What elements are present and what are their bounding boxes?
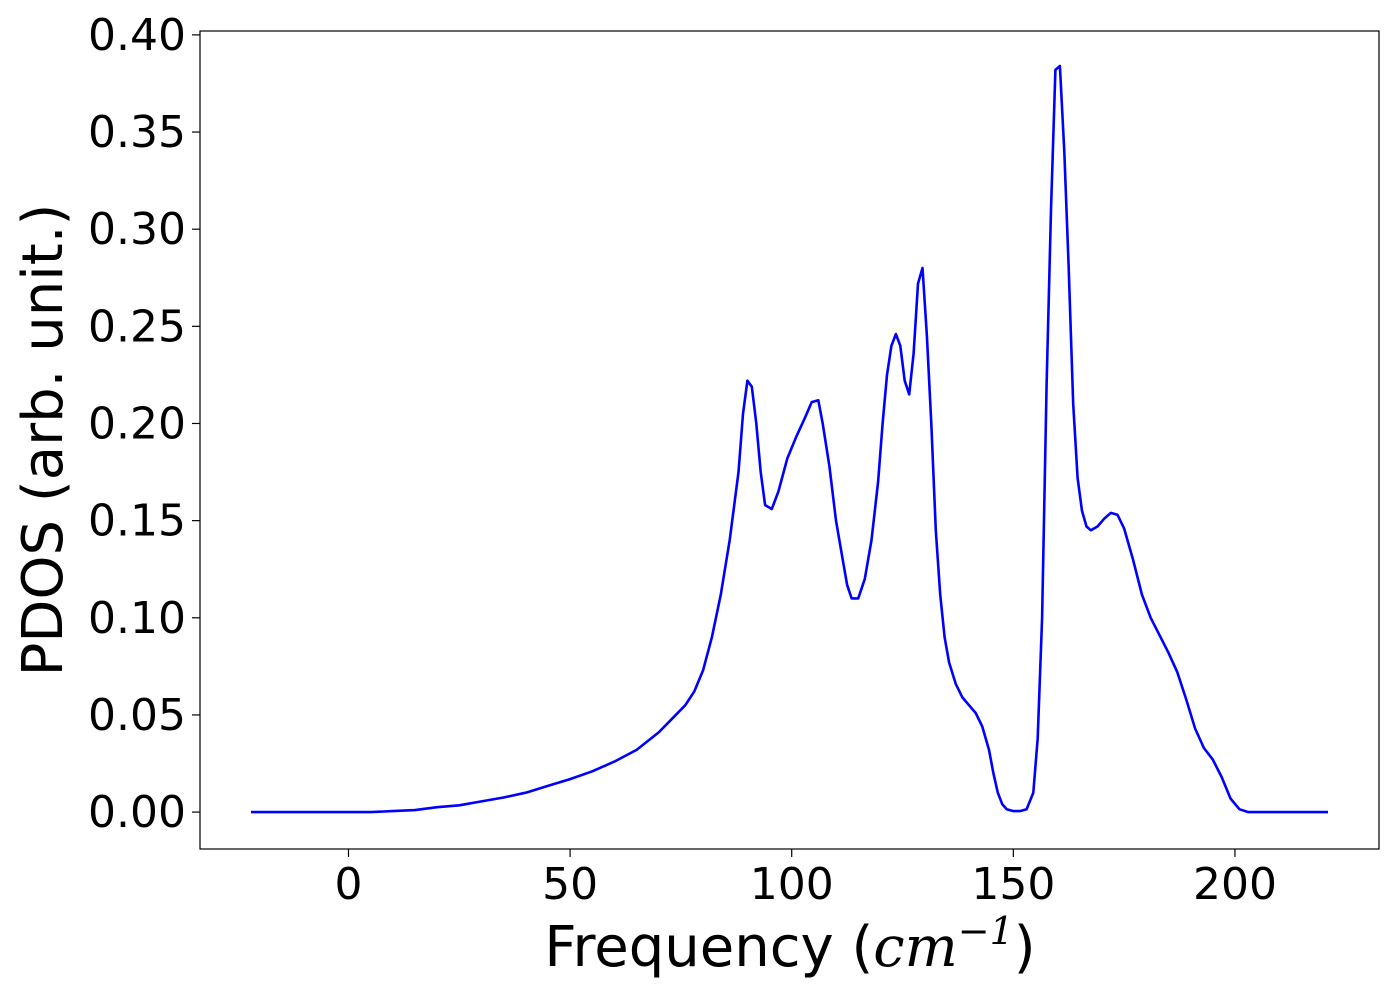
y-tick-label: 0.40 (88, 10, 186, 61)
x-tick-label: 200 (1193, 859, 1277, 910)
y-tick-label: 0.05 (88, 690, 186, 741)
y-tick-label: 0.10 (88, 593, 186, 644)
y-tick-label: 0.25 (88, 301, 186, 352)
y-axis-ticks: 0.00 0.05 0.10 0.15 0.20 0.25 0.30 0.35 0.40 (88, 10, 200, 838)
pdos-series-line (251, 64, 1328, 814)
y-tick-label: 0.00 (88, 787, 186, 838)
y-tick-label: 0.15 (88, 496, 186, 547)
x-tick-label: 0 (334, 859, 362, 910)
y-tick-label: 0.30 (88, 204, 186, 255)
y-tick-label: 0.35 (88, 107, 186, 158)
x-tick-label: 100 (750, 859, 834, 910)
x-axis-ticks: 0 50 100 150 200 (334, 849, 1277, 910)
y-tick-label: 0.20 (88, 398, 186, 449)
x-tick-label: 150 (971, 859, 1055, 910)
x-axis-title: Frequency (cm−1) (544, 909, 1035, 980)
x-tick-label: 50 (542, 859, 598, 910)
y-axis-title: PDOS (arb. unit.) (11, 204, 76, 677)
plot-frame (199, 30, 1380, 850)
